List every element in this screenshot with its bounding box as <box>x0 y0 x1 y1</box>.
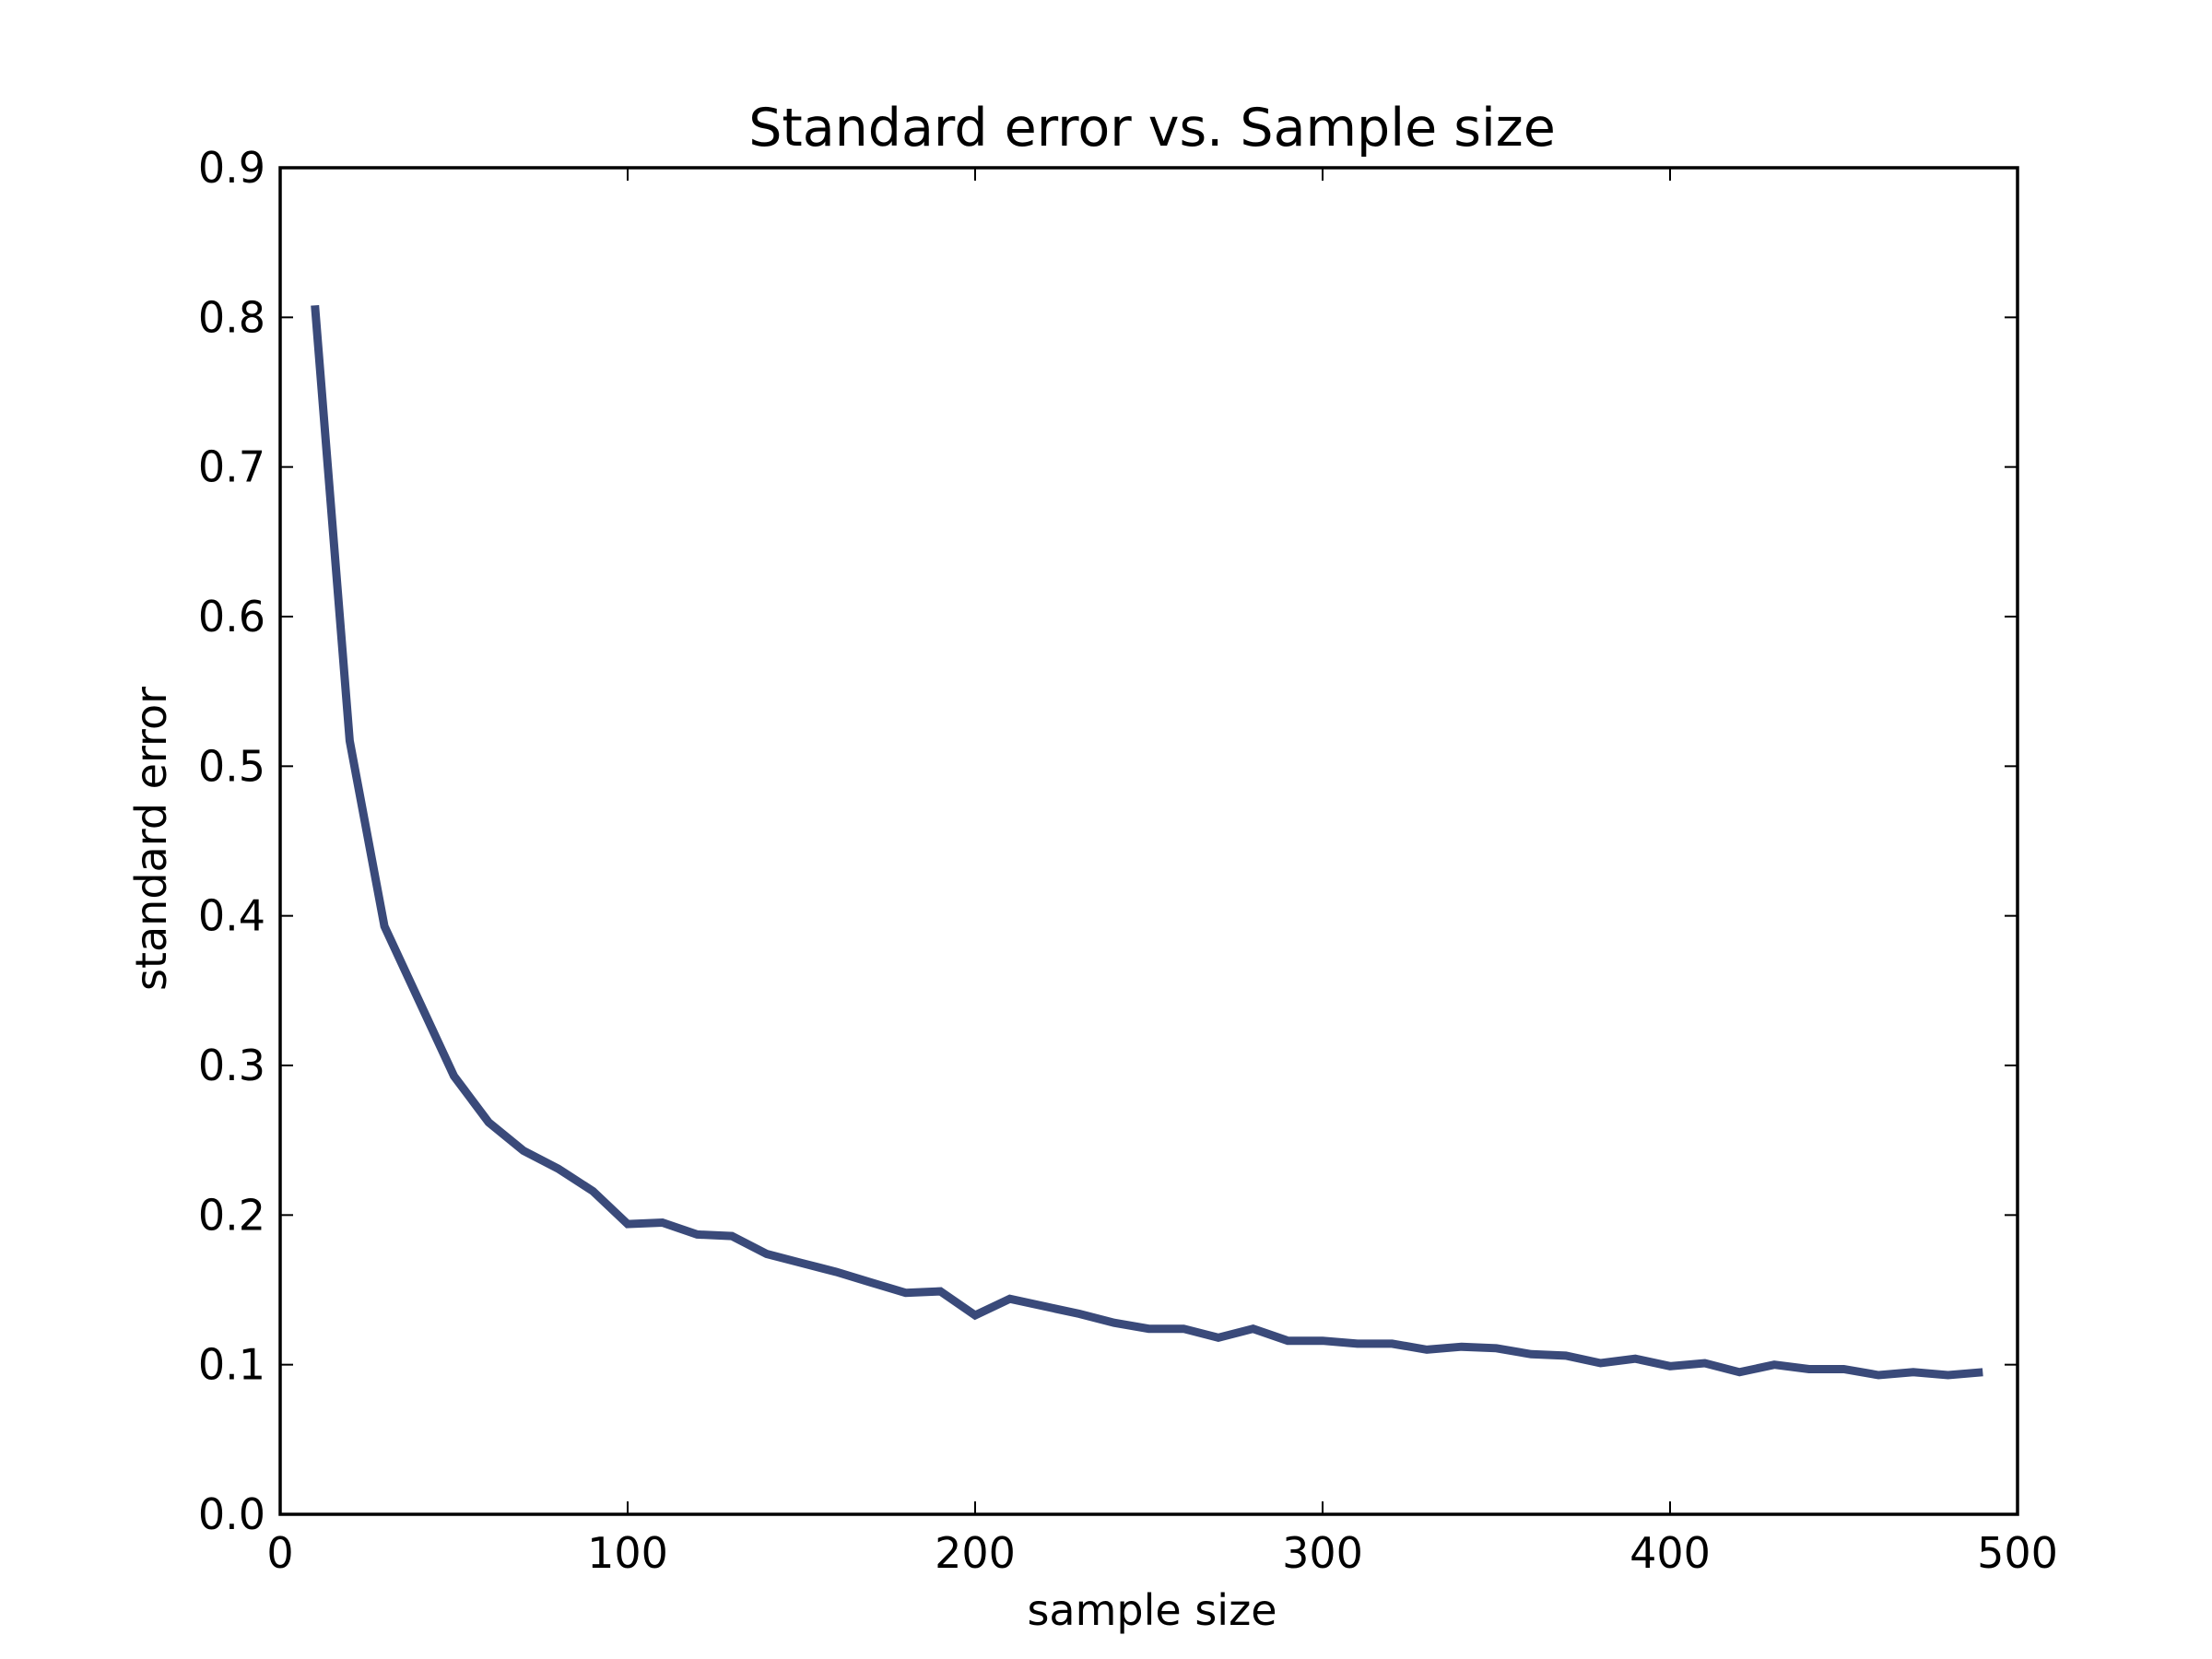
y-tick-label: 0.3 <box>198 1041 265 1090</box>
y-tick-label: 0.1 <box>198 1340 265 1390</box>
y-tick-label: 0.4 <box>198 891 265 941</box>
y-tick-label: 0.2 <box>198 1190 265 1240</box>
chart-title: Standard error vs. Sample size <box>748 98 1556 159</box>
y-tick-label: 0.5 <box>198 741 265 791</box>
series-line <box>311 304 1983 1380</box>
x-tick-label: 400 <box>1630 1528 1711 1578</box>
axis-ticks <box>279 167 2018 1515</box>
y-tick-label: 0.9 <box>198 143 265 193</box>
y-axis-label: standard error <box>126 687 176 991</box>
x-tick-label: 300 <box>1282 1528 1363 1578</box>
y-tick-label: 0.7 <box>198 442 265 492</box>
y-tick-label: 0.0 <box>198 1489 265 1539</box>
plot-frame <box>278 166 2019 1516</box>
x-tick-label: 100 <box>587 1528 668 1578</box>
x-tick-label: 200 <box>935 1528 1016 1578</box>
plot-series <box>311 304 1983 1380</box>
y-tick-label: 0.8 <box>198 292 265 342</box>
x-tick-label: 0 <box>266 1528 293 1578</box>
x-tick-label: 500 <box>1977 1528 2058 1578</box>
y-tick-label: 0.6 <box>198 592 265 641</box>
x-axis-label: sample size <box>1027 1585 1277 1635</box>
axis-tick-labels: 0 100 200 300 400 500 0.0 0.1 0.2 0.3 0.4 0.5 0.6 0.7… <box>198 143 2058 1578</box>
